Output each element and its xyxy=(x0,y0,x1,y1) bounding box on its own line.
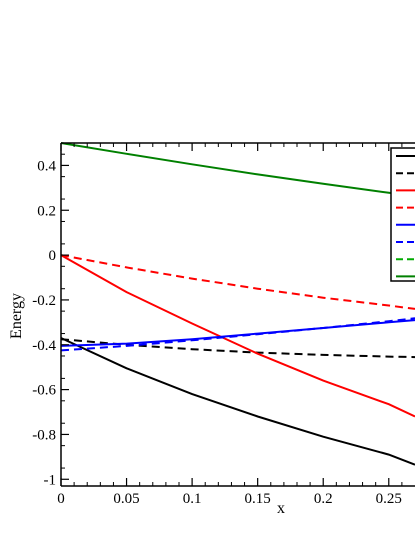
x-tick-label: 0.25 xyxy=(376,491,402,507)
series-line-4 xyxy=(60,254,415,310)
series-line-3 xyxy=(60,254,415,418)
x-tick-label: 0.15 xyxy=(245,491,271,507)
x-tick-label: 0.2 xyxy=(314,491,333,507)
series-line-8 xyxy=(60,142,415,198)
y-tick-label: 0 xyxy=(49,248,57,264)
y-tick-label: -1 xyxy=(44,472,57,488)
y-tick-label: 0.4 xyxy=(37,158,56,174)
legend xyxy=(390,147,415,282)
series-line-6 xyxy=(60,317,415,352)
y-tick-label: -0.8 xyxy=(32,427,56,443)
series-lines xyxy=(60,142,415,466)
y-axis-label: Energy xyxy=(8,293,25,339)
x-tick-label: 0 xyxy=(57,491,65,507)
x-axis-label: x xyxy=(277,500,285,517)
x-tick-label: 0.1 xyxy=(183,491,202,507)
y-tick-label: 0.2 xyxy=(37,203,56,219)
legend-box xyxy=(390,147,415,282)
axis-ticks xyxy=(60,143,403,486)
y-tick-label: -0.4 xyxy=(32,338,56,354)
tick-labels: 0 0.05 0.1 0.15 0.2 0.25 0.4 0.2 0 -0.2 -0.4 -0.6 -0… xyxy=(32,158,402,507)
y-tick-label: -0.2 xyxy=(32,293,56,309)
series-line-2 xyxy=(60,338,415,359)
series-line-1 xyxy=(60,337,415,466)
x-tick-label: 0.05 xyxy=(113,491,139,507)
y-tick-label: -0.6 xyxy=(32,383,56,399)
